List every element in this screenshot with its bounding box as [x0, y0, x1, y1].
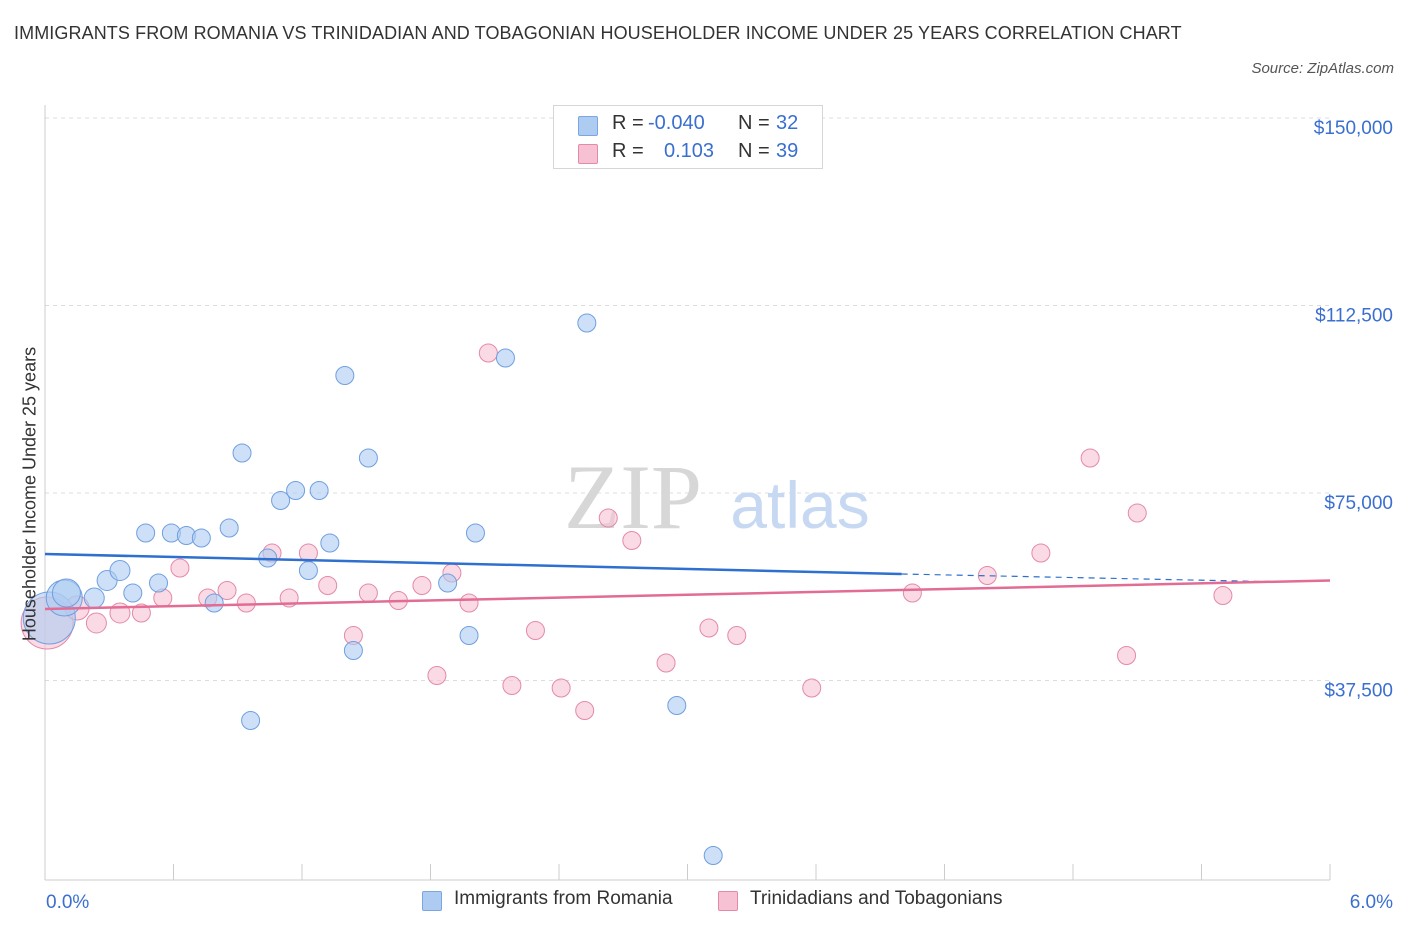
romania-point — [298, 561, 318, 580]
source-label: Source: ZipAtlas.com — [1251, 60, 1394, 77]
trinidad-point — [1031, 543, 1051, 563]
x-tick-label-min: 0.0% — [46, 892, 89, 913]
trinidad-point — [727, 626, 747, 645]
romania-legend-swatch — [422, 891, 442, 911]
y-tick-label: $112,500 — [1315, 306, 1393, 327]
trinidad-point — [622, 531, 642, 550]
trinidad-legend-swatch — [718, 891, 738, 911]
romania-trend-extension — [901, 573, 1288, 583]
romania-point — [577, 313, 597, 333]
trinidad-point — [478, 343, 498, 363]
y-tick-label: $75,000 — [1324, 493, 1393, 514]
n-label: N = — [738, 112, 770, 134]
trinidad-point — [236, 593, 256, 613]
trinidad-point — [598, 508, 618, 528]
trend-lines — [44, 552, 1331, 611]
romania-point — [191, 528, 211, 548]
r-label: R = — [612, 112, 644, 134]
watermark-zip: ZIP — [564, 446, 702, 548]
romania-swatch — [578, 116, 598, 136]
trinidad-point — [699, 618, 719, 638]
romania-point — [241, 711, 261, 730]
romania-trend-line — [44, 552, 902, 576]
romania-point — [343, 641, 363, 660]
romania-point — [465, 523, 485, 543]
trinidad-trend-line — [44, 579, 1331, 611]
n-value: 39 — [776, 140, 799, 162]
romania-point — [83, 587, 105, 609]
axes — [44, 105, 1331, 881]
y-axis-label: Householder Income Under 25 years — [19, 346, 40, 642]
trinidad-point — [551, 678, 571, 698]
gridlines — [45, 117, 1330, 681]
trinidad-point — [977, 566, 997, 585]
trinidad-point — [656, 653, 676, 673]
r-value: -0.040 — [648, 112, 705, 134]
stats-row-romania: R = -0.040 N = 32 — [578, 112, 818, 140]
romania-point — [358, 448, 378, 468]
romania-point — [149, 573, 169, 593]
romania-point — [286, 481, 306, 500]
romania-point — [204, 593, 224, 613]
trinidad-point — [1213, 586, 1233, 605]
trinidad-point — [1080, 448, 1100, 468]
trinidad-point — [902, 583, 922, 603]
y-tick-label: $37,500 — [1324, 681, 1393, 702]
n-label: N = — [738, 140, 770, 162]
trinidad-point — [131, 603, 151, 623]
trinidad-point — [575, 701, 595, 720]
romania-point — [109, 560, 131, 581]
data-points — [20, 313, 1233, 865]
y-tick-labels: $37,500 $75,000 $112,500 $150,000 — [1314, 118, 1393, 702]
romania-point — [459, 626, 479, 645]
trinidad-point — [318, 576, 338, 595]
trinidad-point — [358, 583, 378, 603]
romania-point — [438, 573, 458, 593]
y-tick-label: $150,000 — [1314, 118, 1393, 139]
watermark-atlas: atlas — [730, 468, 869, 542]
romania-point — [123, 583, 143, 603]
romania-point — [320, 533, 340, 553]
chart-title: IMMIGRANTS FROM ROMANIA VS TRINIDADIAN A… — [14, 23, 1182, 43]
romania-point — [219, 518, 239, 538]
romania-point — [136, 523, 156, 543]
romania-point — [667, 696, 687, 715]
trinidad-swatch — [578, 144, 598, 164]
romania-point — [703, 846, 723, 865]
romania-point — [51, 578, 81, 608]
trinidad-point — [802, 678, 822, 698]
trinidad-point — [1117, 646, 1137, 665]
x-tick-labels: 0.0% 6.0% — [46, 892, 1393, 913]
r-value: 0.103 — [664, 140, 715, 162]
n-value: 32 — [776, 112, 799, 134]
legend-label-romania: Immigrants from Romania — [454, 888, 673, 909]
trinidad-point — [427, 666, 447, 685]
trinidad-point — [412, 576, 432, 595]
stats-legend: R = -0.040 N = 32 R = 0.103 N = 39 — [553, 105, 823, 169]
x-tick-label-max: 6.0% — [1350, 892, 1393, 913]
legend-label-trinidad: Trinidadians and Tobagonians — [750, 888, 1003, 909]
trinidad-point — [525, 621, 545, 640]
stats-row-trinidad: R = 0.103 N = 39 — [578, 140, 818, 168]
romania-point — [232, 443, 252, 463]
trinidad-point — [502, 676, 522, 695]
trinidad-point — [170, 558, 190, 578]
trinidad-point — [1127, 503, 1147, 523]
r-label: R = — [612, 140, 644, 162]
romania-point — [309, 481, 329, 500]
trinidad-point — [217, 581, 237, 600]
trinidad-point — [459, 593, 479, 613]
romania-point — [335, 366, 355, 385]
trinidad-point — [85, 612, 107, 634]
romania-point — [271, 491, 291, 510]
romania-point — [495, 348, 515, 368]
